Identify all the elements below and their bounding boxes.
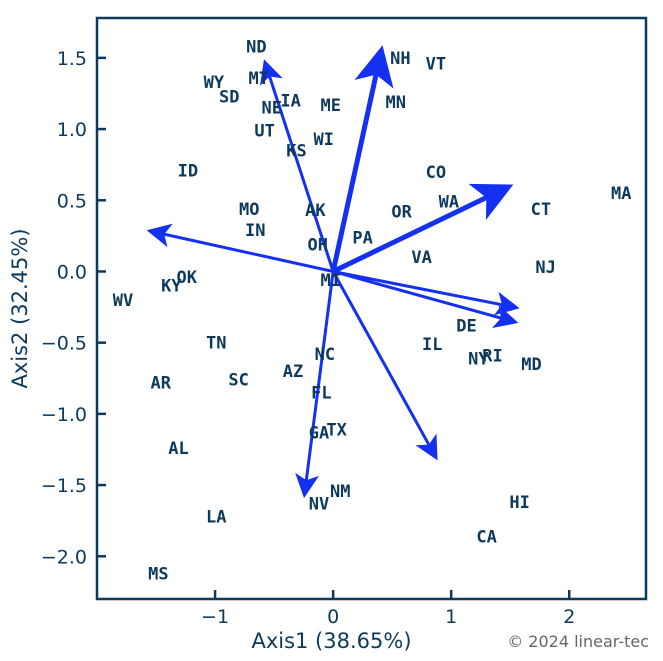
point-label-de: DE xyxy=(456,317,476,337)
point-label-tn: TN xyxy=(206,334,226,354)
point-label-nm: NM xyxy=(330,482,350,502)
point-label-md: MD xyxy=(521,355,541,375)
y-tick-label: −0.5 xyxy=(41,333,87,355)
point-label-mo: MO xyxy=(239,200,259,220)
point-label-al: AL xyxy=(168,439,188,459)
x-tick-label: 2 xyxy=(563,606,575,628)
loading-arrow xyxy=(260,59,335,272)
point-label-ri: RI xyxy=(482,346,502,366)
point-label-me: ME xyxy=(321,96,341,116)
point-label-tx: TX xyxy=(326,421,347,441)
point-label-wy: WY xyxy=(204,73,225,93)
axis-ticks: −1 0 1 2 1.5 1.0 0.5 0.0 −0.5 −1.0 −1.5 −2.0 xyxy=(41,48,575,628)
point-label-ct: CT xyxy=(531,200,551,220)
point-label-ms: MS xyxy=(148,564,168,584)
loading-arrow xyxy=(330,45,394,273)
loading-arrow xyxy=(331,270,438,461)
point-label-ky: KY xyxy=(161,277,182,297)
point-label-wi: WI xyxy=(313,130,333,150)
point-label-ut: UT xyxy=(254,121,274,141)
point-label-in: IN xyxy=(245,221,265,241)
loading-arrow xyxy=(332,270,519,329)
point-label-pa: PA xyxy=(352,228,372,248)
point-label-nh: NH xyxy=(390,49,410,69)
point-label-or: OR xyxy=(391,203,412,223)
copyright-notice: © 2024 linear-tec xyxy=(507,632,649,651)
point-label-mi: MI xyxy=(321,271,341,291)
point-label-va: VA xyxy=(411,248,431,268)
point-label-wa: WA xyxy=(439,193,459,213)
x-tick-label: 1 xyxy=(445,606,457,628)
point-label-vt: VT xyxy=(426,55,446,75)
point-label-ca: CA xyxy=(476,527,496,547)
point-label-ma: MA xyxy=(611,184,631,204)
point-label-oh: OH xyxy=(308,235,328,255)
x-tick-label: −1 xyxy=(201,606,229,628)
point-label-az: AZ xyxy=(283,362,303,382)
plot-frame xyxy=(95,16,648,601)
loading-arrow xyxy=(332,270,520,316)
point-label-fl: FL xyxy=(311,384,331,404)
point-label-ar: AR xyxy=(151,374,172,394)
point-label-nd: ND xyxy=(246,37,266,57)
point-label-ne: NE xyxy=(261,99,281,119)
point-label-ks: KS xyxy=(286,141,306,161)
point-label-wv: WV xyxy=(113,291,133,311)
loading-arrow xyxy=(295,271,335,499)
point-label-nj: NJ xyxy=(535,258,555,278)
point-label-il: IL xyxy=(422,335,442,355)
y-tick-label: −2.0 xyxy=(41,546,87,568)
y-tick-label: 1.0 xyxy=(57,119,87,141)
point-label-nc: NC xyxy=(315,345,335,365)
x-tick-label: 0 xyxy=(327,606,339,628)
y-tick-label: −1.5 xyxy=(41,475,87,497)
loading-vectors xyxy=(146,45,520,499)
point-label-ak: AK xyxy=(305,201,326,221)
point-label-mn: MN xyxy=(385,93,405,113)
point-label-la: LA xyxy=(206,507,226,527)
loading-arrow xyxy=(146,223,334,273)
point-label-co: CO xyxy=(426,163,446,183)
y-tick-label: 1.5 xyxy=(57,48,87,70)
y-tick-label: 0.5 xyxy=(57,190,87,212)
point-label-sd: SD xyxy=(219,87,239,107)
point-label-id: ID xyxy=(178,161,198,181)
y-axis-title: Axis2 (32.45%) xyxy=(8,228,32,388)
loading-arrow xyxy=(332,183,514,274)
y-tick-label: 0.0 xyxy=(57,261,87,283)
point-label-mt: MT xyxy=(249,69,269,89)
point-label-ny: NY xyxy=(468,349,489,369)
point-label-ok: OK xyxy=(176,268,197,288)
point-label-ia: IA xyxy=(280,92,300,112)
point-label-hi: HI xyxy=(509,493,529,513)
point-label-ga: GA xyxy=(309,423,329,443)
point-label-nv: NV xyxy=(309,495,329,515)
x-axis-title: Axis1 (38.65%) xyxy=(251,629,411,653)
point-label-sc: SC xyxy=(228,371,248,391)
y-tick-label: −1.0 xyxy=(41,404,87,426)
